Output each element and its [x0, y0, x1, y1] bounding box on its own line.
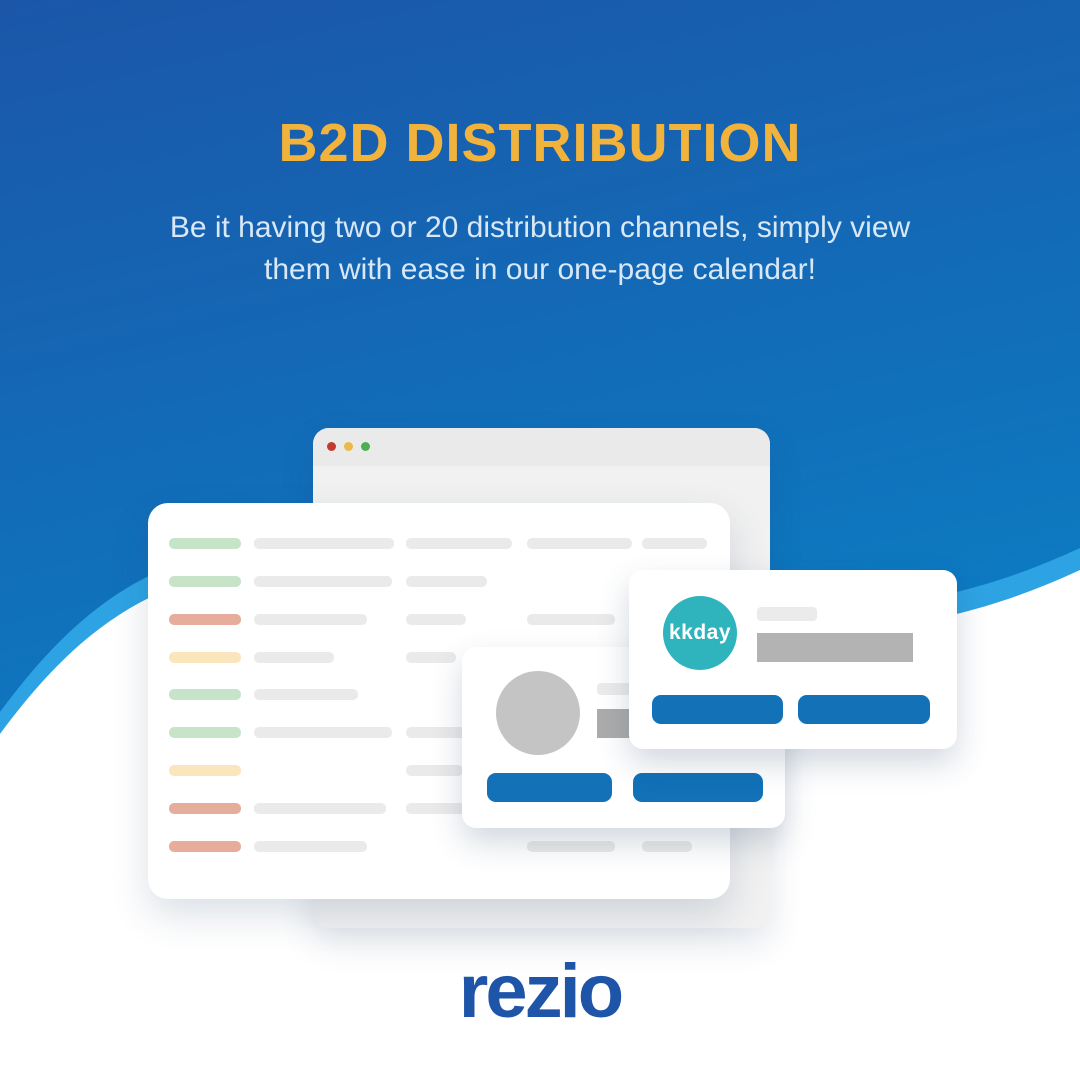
cell-placeholder-bar — [406, 803, 496, 814]
page-title: B2D DISTRIBUTION — [278, 113, 802, 173]
page-subtitle: Be it having two or 20 distribution chan… — [0, 207, 1080, 291]
table-row — [148, 576, 730, 587]
browser-titlebar — [313, 428, 770, 466]
card-action-button[interactable] — [633, 773, 763, 802]
cell-placeholder-bar — [254, 614, 367, 625]
cell-placeholder-bar — [406, 576, 487, 587]
cell-placeholder-bar — [254, 727, 392, 738]
cell-placeholder-bar — [254, 538, 394, 549]
kkday-logo-text: kkday — [668, 621, 732, 644]
table-row — [148, 841, 730, 852]
cell-placeholder-bar — [642, 841, 692, 852]
row-label-bar — [169, 576, 241, 587]
rezio-logo: rezio — [458, 949, 624, 1034]
cell-placeholder-bar — [527, 614, 615, 625]
card-action-button[interactable] — [652, 695, 783, 724]
table-row — [148, 765, 730, 776]
text-placeholder-block — [757, 633, 913, 662]
cell-placeholder-bar — [406, 727, 484, 738]
row-label-bar — [169, 841, 241, 852]
card-action-button[interactable] — [487, 773, 612, 802]
row-label-bar — [169, 652, 241, 663]
channel-card-kkday: kkday — [629, 570, 957, 749]
cell-placeholder-bar — [642, 538, 707, 549]
table-row — [148, 538, 730, 549]
text-placeholder-bar — [757, 607, 817, 621]
row-label-bar — [169, 538, 241, 549]
window-zoom-button[interactable] — [361, 442, 370, 451]
kkday-logo: kkday — [663, 596, 737, 670]
cell-placeholder-bar — [406, 765, 463, 776]
cell-placeholder-bar — [527, 841, 615, 852]
cell-placeholder-bar — [254, 689, 358, 700]
row-label-bar — [169, 727, 241, 738]
table-row — [148, 614, 730, 625]
cell-placeholder-bar — [527, 538, 632, 549]
cell-placeholder-bar — [254, 576, 392, 587]
cell-placeholder-bar — [254, 652, 334, 663]
window-minimize-button[interactable] — [344, 442, 353, 451]
cell-placeholder-bar — [254, 841, 367, 852]
row-label-bar — [169, 689, 241, 700]
table-row — [148, 652, 730, 663]
table-row — [148, 727, 730, 738]
subtitle-line-2: them with ease in our one-page calendar! — [263, 253, 816, 286]
cell-placeholder-bar — [406, 538, 512, 549]
subtitle-line-1: Be it having two or 20 distribution chan… — [169, 211, 911, 244]
cell-placeholder-bar — [406, 614, 466, 625]
table-row — [148, 689, 730, 700]
card-action-button[interactable] — [798, 695, 930, 724]
row-label-bar — [169, 765, 241, 776]
avatar — [496, 671, 580, 755]
window-close-button[interactable] — [327, 442, 336, 451]
row-label-bar — [169, 614, 241, 625]
table-row — [148, 803, 730, 814]
cell-placeholder-bar — [406, 652, 456, 663]
row-label-bar — [169, 803, 241, 814]
cell-placeholder-bar — [254, 803, 386, 814]
